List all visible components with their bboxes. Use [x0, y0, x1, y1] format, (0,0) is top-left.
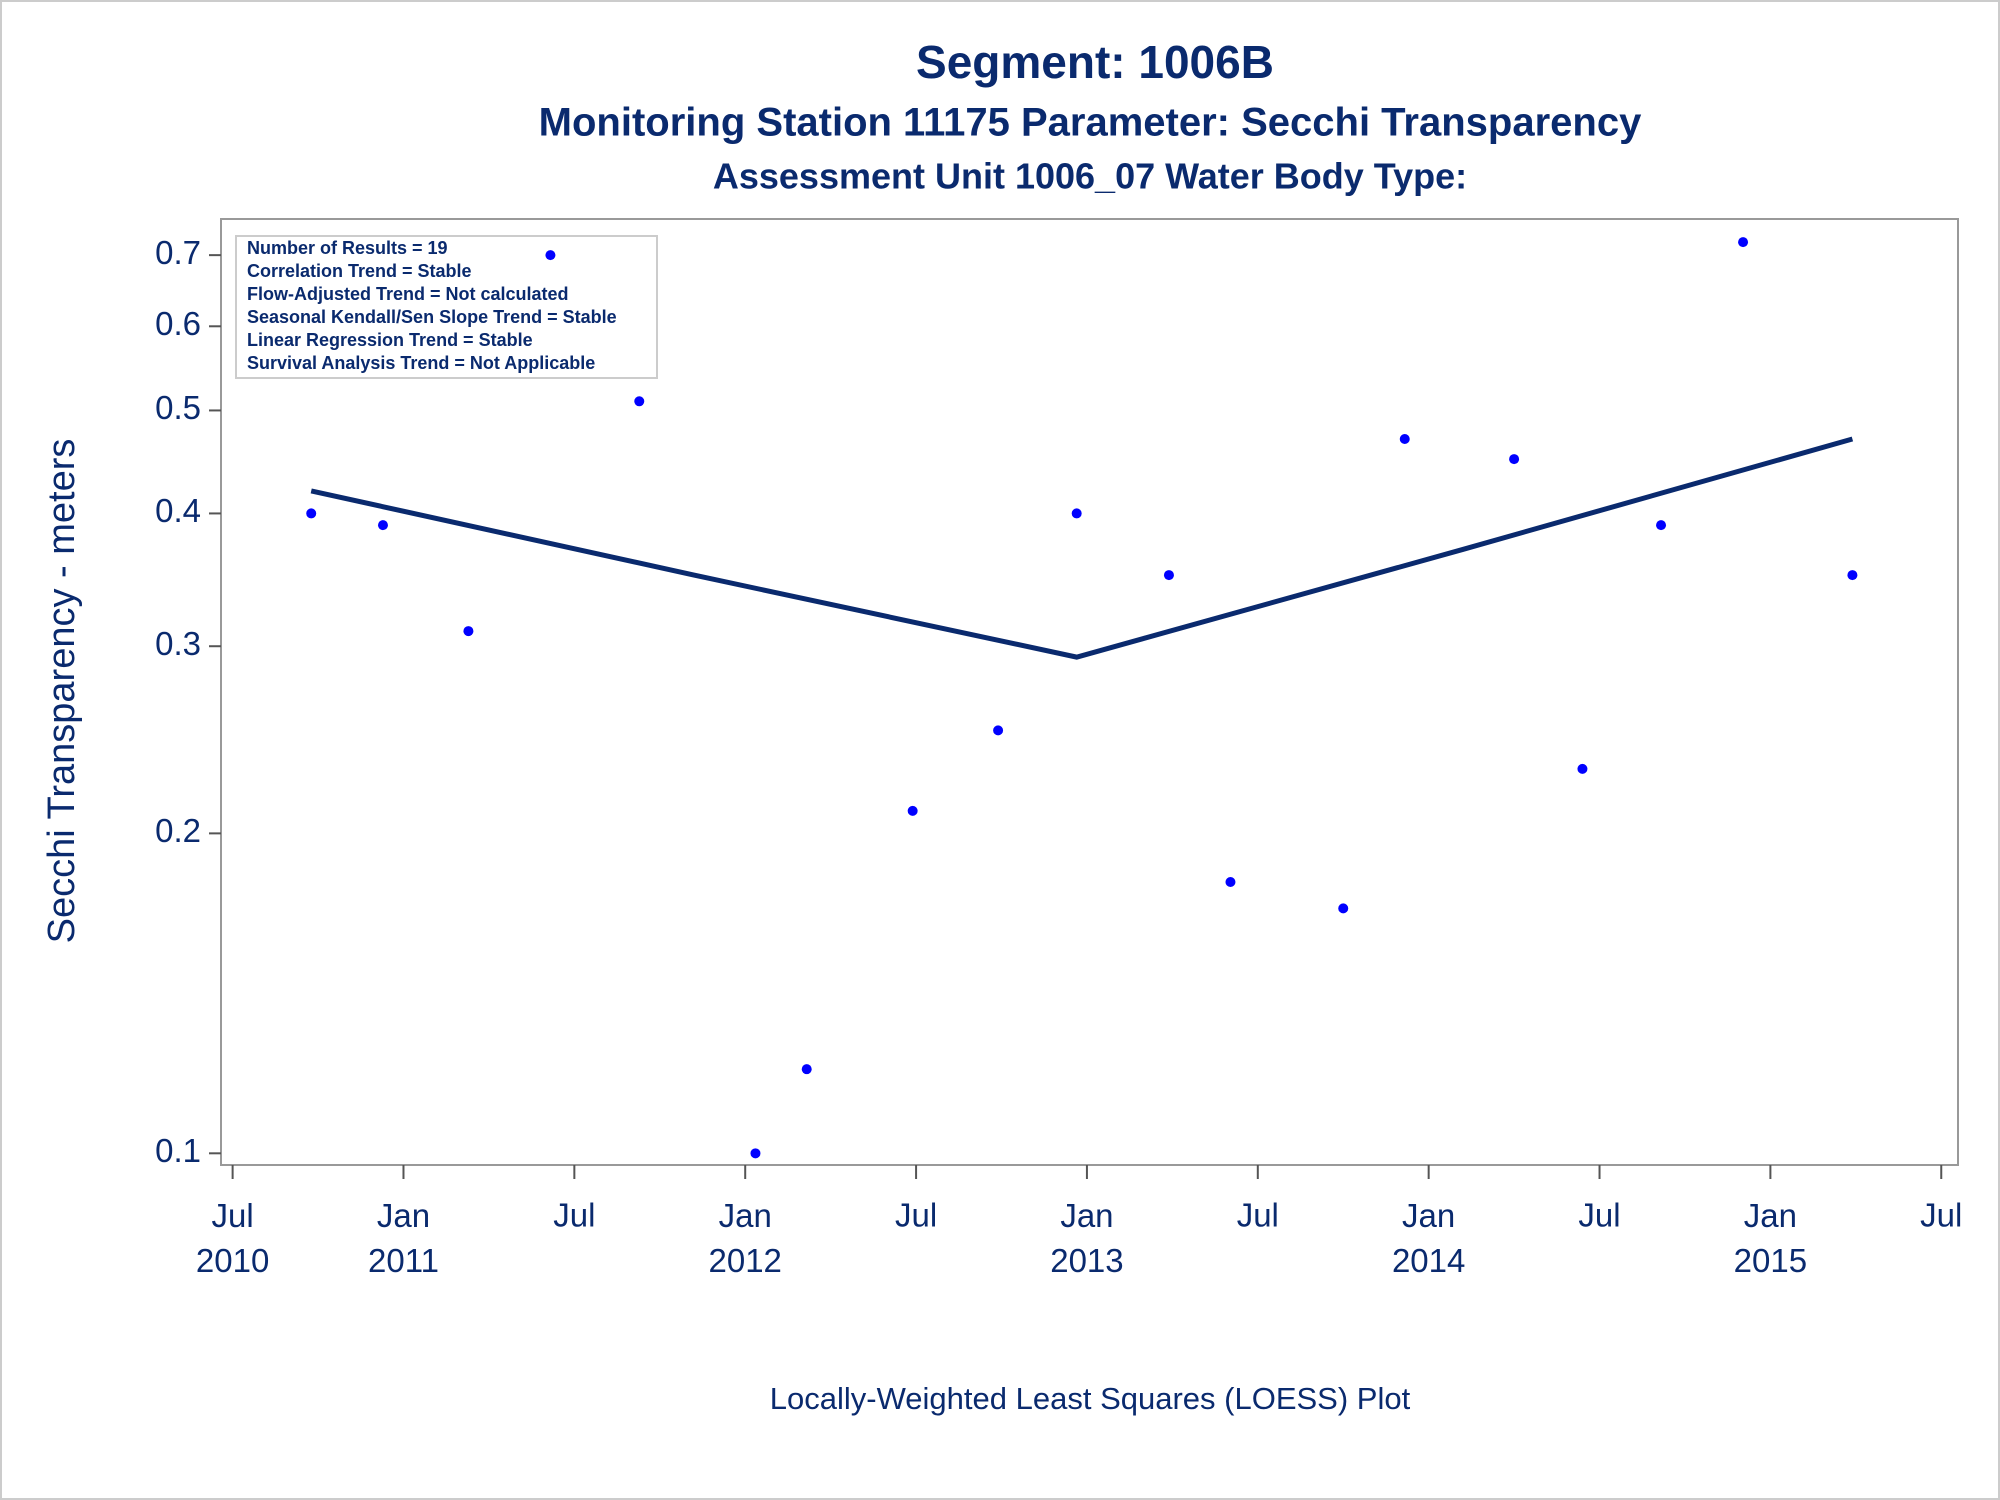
y-tick-label: 0.2 — [155, 812, 201, 849]
point — [377, 520, 388, 531]
y-tick-label: 0.3 — [155, 625, 201, 662]
x-tick-label: Jul 2010 — [196, 1197, 269, 1279]
y-tick-label: 0.6 — [155, 305, 201, 342]
point — [1577, 763, 1588, 774]
point — [1163, 570, 1174, 581]
x-tick-label: Jul — [553, 1197, 595, 1234]
x-tick-label: Jul — [895, 1197, 937, 1234]
point — [1738, 237, 1749, 248]
y-tick-label: 0.4 — [155, 492, 201, 529]
point — [1656, 520, 1667, 531]
loess-line — [310, 436, 1854, 660]
chart-subtitle: Monitoring Station 11175 Parameter: Secc… — [539, 101, 1642, 145]
point — [1338, 903, 1349, 914]
x-tick-label: Jul — [1920, 1197, 1962, 1234]
point — [801, 1064, 812, 1075]
point — [306, 508, 317, 519]
stats-line: Number of Results = 19 — [247, 238, 448, 258]
point — [1071, 508, 1082, 519]
point — [1847, 570, 1858, 581]
point — [463, 626, 474, 637]
plot-frame — [220, 218, 1959, 1166]
stats-line: Correlation Trend = Stable — [247, 261, 472, 281]
y-tick-label: 0.7 — [155, 234, 201, 271]
stats-box — [235, 235, 658, 379]
stats-line: Survival Analysis Trend = Not Applicable — [247, 353, 595, 373]
point — [545, 250, 556, 261]
x-tick-label: Jan 2014 — [1392, 1197, 1465, 1279]
footer: Locally-Weighted Least Squares (LOESS) P… — [770, 1381, 1411, 1416]
x-tick-label: Jan 2013 — [1050, 1197, 1123, 1279]
stats-line: Flow-Adjusted Trend = Not calculated — [247, 284, 569, 304]
x-tick-label: Jan 2012 — [708, 1197, 781, 1279]
point — [907, 805, 918, 816]
x-tick-label: Jul — [1237, 1197, 1279, 1234]
x-tick-label: Jan 2011 — [368, 1197, 439, 1279]
x-tick-label: Jul — [1578, 1197, 1620, 1234]
stats-line: Seasonal Kendall/Sen Slope Trend = Stabl… — [247, 307, 617, 327]
point — [750, 1148, 761, 1159]
chart-subtitle: Assessment Unit 1006_07 Water Body Type: — [713, 156, 1467, 197]
x-tick-label: Jan 2015 — [1734, 1197, 1807, 1279]
y-tick-label: 0.1 — [155, 1132, 201, 1169]
point — [1509, 454, 1520, 465]
point — [1225, 877, 1236, 888]
chart-title: Segment: 1006B — [916, 36, 1274, 88]
y-axis-label: Secchi Transparency - meters — [41, 439, 83, 944]
point — [634, 396, 645, 407]
y-tick-label: 0.5 — [155, 389, 201, 426]
stats-line: Linear Regression Trend = Stable — [247, 330, 533, 350]
point — [993, 725, 1004, 736]
point — [1399, 434, 1410, 445]
